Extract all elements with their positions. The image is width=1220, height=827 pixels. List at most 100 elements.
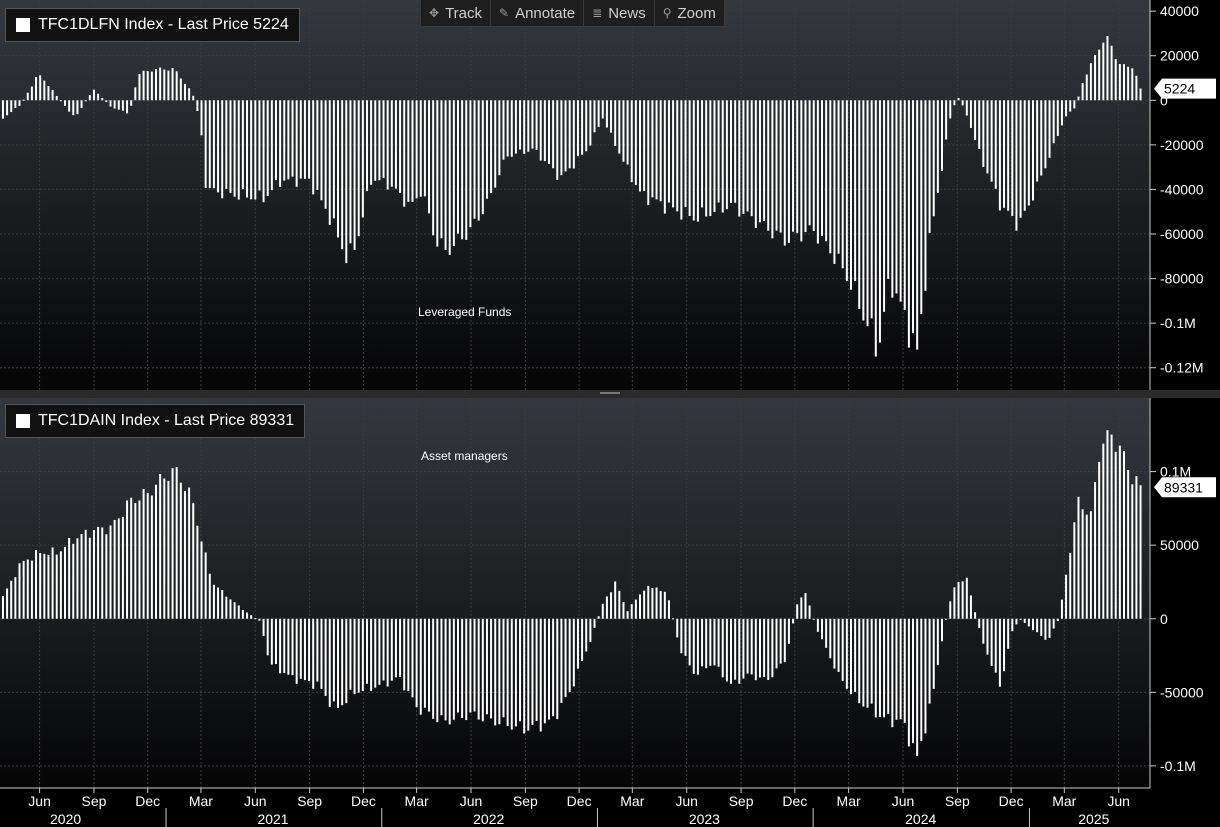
bar	[705, 100, 708, 217]
bar	[1007, 100, 1010, 211]
bar	[969, 595, 972, 619]
bar	[552, 618, 555, 717]
bar	[903, 618, 906, 723]
bar	[787, 618, 790, 644]
bar	[1048, 618, 1051, 638]
bar	[237, 100, 240, 200]
bar	[701, 100, 704, 208]
bar	[982, 618, 985, 644]
bar	[456, 100, 459, 234]
legend-leveraged-funds[interactable]: TFC1DLFN Index - Last Price 5224	[5, 8, 300, 42]
bar	[365, 618, 368, 684]
bar	[109, 525, 112, 619]
bar	[858, 100, 861, 310]
news-button[interactable]: ≣ News	[584, 0, 655, 26]
bar	[159, 473, 162, 619]
legend-swatch	[16, 414, 30, 428]
bar	[97, 93, 100, 101]
bar	[159, 67, 162, 101]
bar	[506, 100, 509, 157]
bar	[374, 100, 377, 181]
bar	[746, 618, 749, 674]
bar	[1052, 618, 1055, 629]
bar	[39, 553, 42, 619]
bar	[730, 618, 733, 684]
bar	[155, 484, 158, 619]
bar	[936, 100, 939, 193]
bar	[721, 100, 724, 213]
bar	[1089, 63, 1092, 101]
bar	[250, 100, 253, 200]
bar	[601, 100, 604, 119]
legend-asset-managers[interactable]: TFC1DAIN Index - Last Price 89331	[5, 404, 306, 438]
bar	[849, 100, 852, 290]
bar	[796, 604, 799, 619]
bar	[469, 100, 472, 228]
bar	[35, 77, 38, 101]
bar	[324, 618, 327, 696]
bar	[394, 618, 397, 678]
bar	[965, 577, 968, 619]
last-value-label: 5224	[1164, 81, 1195, 97]
bar	[80, 533, 83, 619]
bar	[659, 100, 662, 202]
bar	[312, 618, 315, 689]
bar	[477, 100, 480, 221]
bar	[643, 100, 646, 191]
bar	[692, 100, 695, 221]
bar	[485, 100, 488, 199]
bar	[792, 618, 795, 624]
bar	[295, 100, 298, 187]
bar	[121, 516, 124, 619]
bar	[688, 100, 691, 217]
bar	[758, 100, 761, 223]
bar	[924, 100, 927, 291]
bar	[891, 618, 894, 728]
bar	[246, 100, 249, 198]
annotate-button[interactable]: ✎ Annotate	[491, 0, 585, 26]
bar	[667, 100, 670, 203]
bar	[978, 100, 981, 149]
bar	[134, 502, 137, 619]
bar	[312, 100, 315, 195]
bar	[680, 618, 683, 654]
bar	[258, 618, 261, 621]
bar	[738, 100, 741, 217]
bar	[121, 100, 124, 111]
bar	[1069, 100, 1072, 112]
bar	[415, 100, 418, 199]
bar	[349, 618, 352, 690]
bar	[639, 100, 642, 192]
bar	[337, 100, 340, 238]
bar	[113, 100, 116, 109]
bar	[68, 100, 71, 112]
bar	[581, 618, 584, 662]
bar	[523, 100, 526, 154]
bar	[560, 100, 563, 176]
bar	[1089, 511, 1092, 619]
bar	[473, 100, 476, 219]
bar	[523, 618, 526, 734]
bar	[440, 100, 443, 239]
bar	[721, 618, 724, 678]
bar	[204, 552, 207, 619]
bar	[465, 100, 468, 240]
bar	[610, 592, 613, 619]
bar	[97, 526, 100, 619]
bar	[246, 612, 249, 619]
bar	[514, 100, 517, 154]
bar	[585, 618, 588, 652]
track-button[interactable]: ✥ Track	[421, 0, 492, 26]
bar	[767, 100, 770, 231]
bar	[68, 537, 71, 619]
bar	[279, 618, 282, 674]
bar	[175, 71, 178, 101]
bar	[295, 618, 298, 684]
zoom-button[interactable]: ⚲ Zoom	[655, 0, 724, 26]
bar	[510, 618, 513, 730]
bar	[365, 100, 368, 192]
bar	[738, 618, 741, 684]
bar	[945, 618, 948, 620]
bar	[841, 100, 844, 269]
bar	[961, 581, 964, 619]
